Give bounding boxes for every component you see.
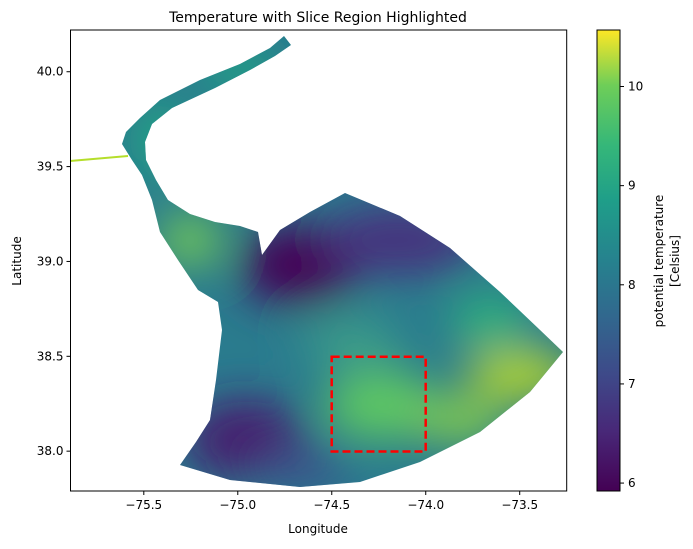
slice-region-box — [330, 355, 427, 453]
colorbar-tick-label: 10 — [628, 80, 643, 94]
x-tick-label: −75.5 — [125, 498, 162, 512]
x-tick-label: −75.0 — [219, 498, 256, 512]
colorbar — [596, 29, 621, 492]
x-axis: −75.5 −75.0 −74.5 −74.0 −73.5 — [125, 491, 538, 512]
y-tick-label: 38.5 — [37, 349, 64, 363]
x-tick-label: −73.5 — [501, 498, 538, 512]
colorbar-tick-label: 7 — [628, 377, 636, 391]
x-axis-label: Longitude — [288, 522, 348, 536]
colorbar-label-line2: [Celsius] — [668, 235, 682, 287]
plot-frame — [70, 29, 568, 492]
y-tick-label: 39.5 — [37, 160, 64, 174]
y-tick-label: 38.0 — [37, 444, 64, 458]
temperature-field — [122, 36, 563, 487]
chart-title: Temperature with Slice Region Highlighte… — [168, 10, 467, 26]
colorbar-label-line1: potential temperature — [652, 195, 666, 328]
y-axis: 38.0 38.5 39.0 39.5 40.0 — [37, 65, 71, 458]
colorbar-axis: 6 7 8 9 10 — [620, 80, 643, 490]
x-tick-label: −74.0 — [407, 498, 444, 512]
y-tick-label: 40.0 — [37, 65, 64, 79]
river-strip — [69, 155, 129, 162]
colorbar-tick-label: 8 — [628, 278, 636, 292]
y-tick-label: 39.0 — [37, 254, 64, 268]
y-axis-label: Latitude — [10, 236, 24, 285]
x-tick-label: −74.5 — [313, 498, 350, 512]
colorbar-tick-label: 6 — [628, 476, 636, 490]
colorbar-tick-label: 9 — [628, 179, 636, 193]
